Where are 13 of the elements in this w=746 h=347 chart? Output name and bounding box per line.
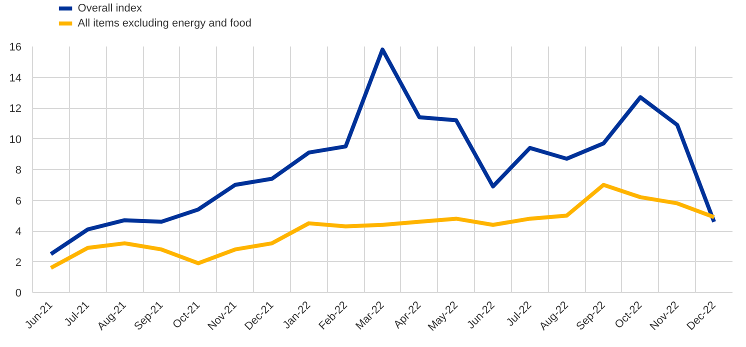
y-tick-label: 0 bbox=[15, 288, 22, 300]
y-tick-label: 12 bbox=[9, 103, 22, 115]
line-series bbox=[48, 48, 716, 256]
y-tick-label: 10 bbox=[9, 134, 22, 146]
y-tick-label: 6 bbox=[15, 195, 22, 208]
y-tick-label: 14 bbox=[9, 72, 22, 84]
y-tick-label: 8 bbox=[15, 164, 22, 176]
legend-label: All items excluding energy and food bbox=[78, 18, 252, 30]
y-tick-label: 2 bbox=[15, 256, 22, 269]
y-tick-label: 16 bbox=[9, 42, 22, 54]
y-tick-label: 4 bbox=[15, 226, 22, 238]
line-series bbox=[48, 182, 716, 270]
legend-label: Overall index bbox=[78, 2, 142, 14]
